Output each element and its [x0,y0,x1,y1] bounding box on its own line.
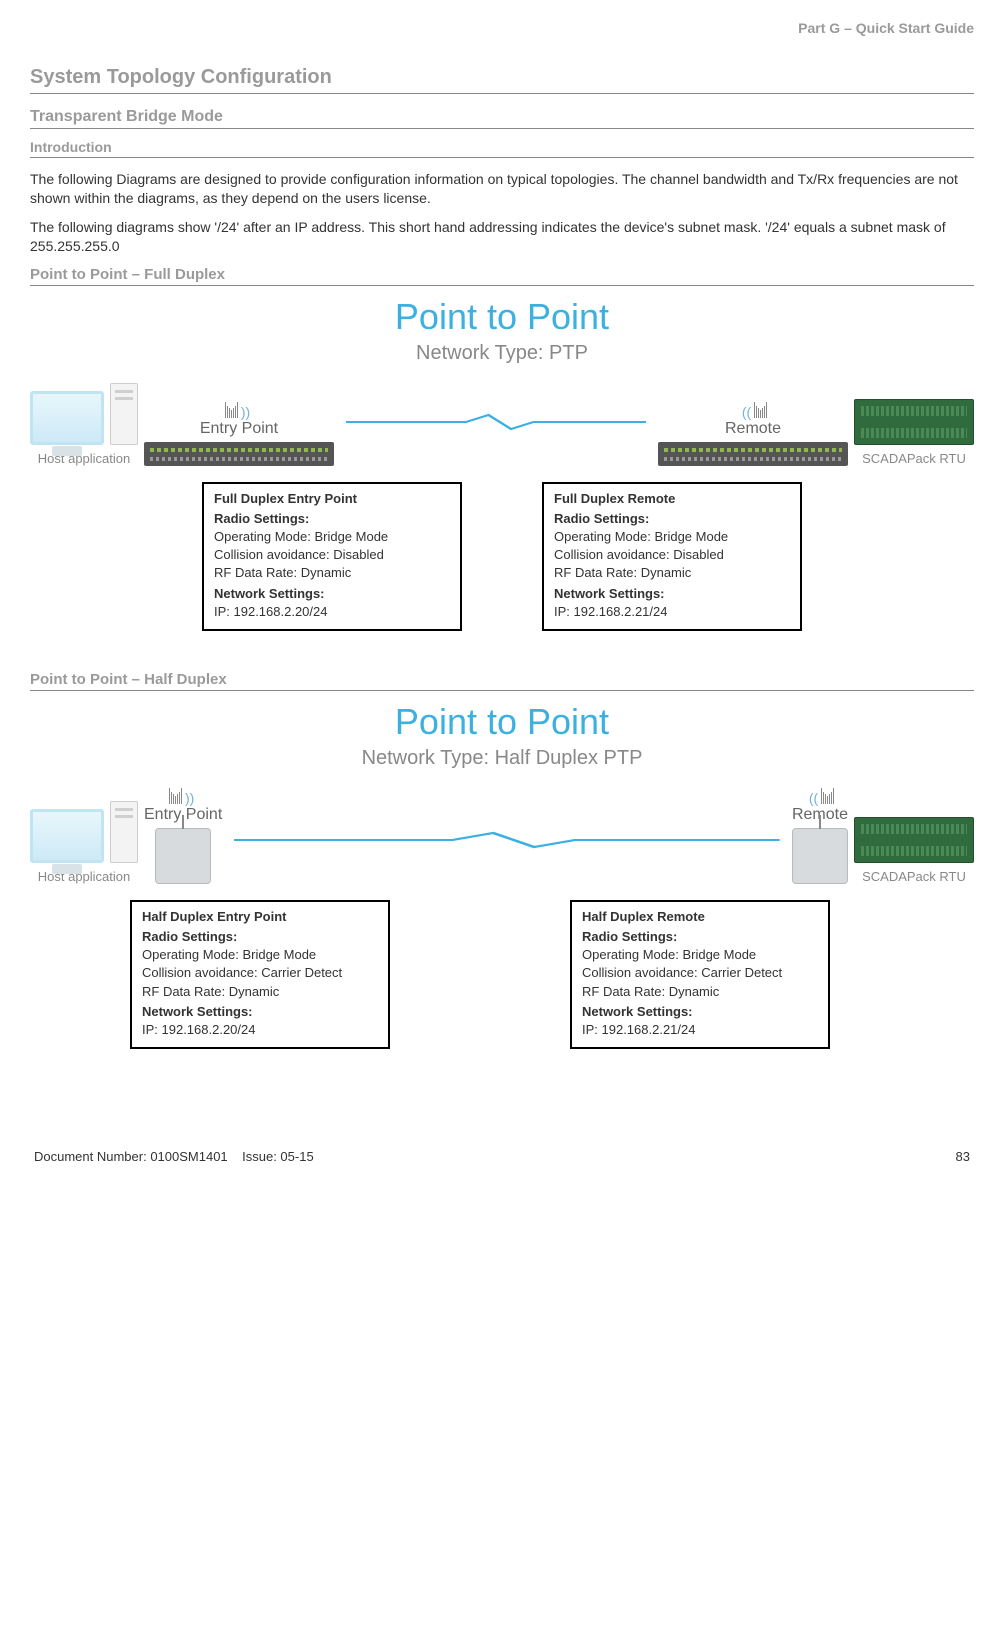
entry-label: Entry Point [200,420,278,438]
rtu-node: SCADAPack RTU [854,399,974,466]
radio-settings-heading: Radio Settings: [554,510,790,528]
rack-device-icon [144,442,334,466]
rtu-device-icon [854,817,974,863]
footer-issue: Issue: 05-15 [242,1149,314,1164]
setting-line: Operating Mode: Bridge Mode [554,528,790,546]
setting-line: RF Data Rate: Dynamic [582,983,818,1001]
heading-h3: Introduction [30,139,974,158]
settings-box-remote: Half Duplex Remote Radio Settings: Opera… [570,900,830,1049]
rtu-label: SCADAPack RTU [862,451,966,466]
antenna-icon [225,402,238,418]
host-node: Host application [30,383,138,466]
network-settings-heading: Network Settings: [582,1003,818,1021]
setting-line: Operating Mode: Bridge Mode [582,946,818,964]
rack-device-icon [658,442,848,466]
antenna-icon [169,788,182,804]
diagram-full-duplex: Point to Point Network Type: PTP Host ap… [30,296,974,631]
antenna-icon [821,788,834,804]
host-node: Host application [30,801,138,884]
diagram2-title: Point to Point [30,701,974,743]
diagram1-title: Point to Point [30,296,974,338]
remote-node: (( Remote [658,402,848,466]
box-title: Half Duplex Remote [582,908,818,926]
setting-line: IP: 192.168.2.20/24 [142,1021,378,1039]
settings-box-entry: Half Duplex Entry Point Radio Settings: … [130,900,390,1049]
intro-para-2: The following diagrams show '/24' after … [30,218,974,256]
heading-h1: System Topology Configuration [30,66,974,94]
box-title: Full Duplex Remote [554,490,790,508]
remote-label: Remote [725,420,781,438]
setting-line: IP: 192.168.2.20/24 [214,603,450,621]
diagram1-topology: Host application )) Entry Point (( [30,383,974,472]
signal-icon: (( [742,404,751,420]
radio-device-icon [155,828,211,884]
setting-line: Operating Mode: Bridge Mode [214,528,450,546]
heading-h2: Transparent Bridge Mode [30,108,974,129]
network-settings-heading: Network Settings: [214,585,450,603]
setting-line: Collision avoidance: Carrier Detect [142,964,378,982]
signal-icon: )) [185,790,194,806]
rtu-node: SCADAPack RTU [854,817,974,884]
setting-line: Collision avoidance: Disabled [554,546,790,564]
diagram1-subtitle: Network Type: PTP [30,342,974,365]
monitor-icon [30,809,104,863]
radio-settings-heading: Radio Settings: [142,928,378,946]
diagram1-settings-row: Full Duplex Entry Point Radio Settings: … [30,482,974,631]
box-title: Full Duplex Entry Point [214,490,450,508]
page-footer: Document Number: 0100SM1401 Issue: 05-15… [30,1149,974,1164]
footer-doc-number: Document Number: 0100SM1401 [34,1149,228,1164]
monitor-icon [30,391,104,445]
diagram2-settings-row: Half Duplex Entry Point Radio Settings: … [30,900,974,1049]
remote-node: (( Remote [792,788,848,884]
section-heading-full-duplex: Point to Point – Full Duplex [30,266,974,286]
signal-icon: (( [809,790,818,806]
network-settings-heading: Network Settings: [554,585,790,603]
entry-point-node: )) Entry Point [144,788,222,884]
entry-point-node: )) Entry Point [144,402,334,466]
setting-line: RF Data Rate: Dynamic [214,564,450,582]
diagram-half-duplex: Point to Point Network Type: Half Duplex… [30,701,974,1049]
rf-link-line [234,830,780,850]
signal-icon: )) [241,404,250,420]
setting-line: Collision avoidance: Disabled [214,546,450,564]
settings-box-entry: Full Duplex Entry Point Radio Settings: … [202,482,462,631]
radio-device-icon [792,828,848,884]
radio-settings-heading: Radio Settings: [582,928,818,946]
antenna-icon [754,402,767,418]
pc-tower-icon [110,383,138,445]
setting-line: IP: 192.168.2.21/24 [554,603,790,621]
rf-link-line [346,412,646,432]
settings-box-remote: Full Duplex Remote Radio Settings: Opera… [542,482,802,631]
diagram2-topology: Host application )) Entry Point (( [30,788,974,890]
setting-line: Collision avoidance: Carrier Detect [582,964,818,982]
box-title: Half Duplex Entry Point [142,908,378,926]
page-header-part: Part G – Quick Start Guide [30,20,974,36]
setting-line: Operating Mode: Bridge Mode [142,946,378,964]
diagram2-subtitle: Network Type: Half Duplex PTP [30,747,974,770]
setting-line: RF Data Rate: Dynamic [554,564,790,582]
rtu-device-icon [854,399,974,445]
rtu-label: SCADAPack RTU [862,869,966,884]
setting-line: RF Data Rate: Dynamic [142,983,378,1001]
intro-para-1: The following Diagrams are designed to p… [30,170,974,208]
section-heading-half-duplex: Point to Point – Half Duplex [30,671,974,691]
pc-tower-icon [110,801,138,863]
radio-settings-heading: Radio Settings: [214,510,450,528]
setting-line: IP: 192.168.2.21/24 [582,1021,818,1039]
footer-page-number: 83 [956,1149,970,1164]
network-settings-heading: Network Settings: [142,1003,378,1021]
